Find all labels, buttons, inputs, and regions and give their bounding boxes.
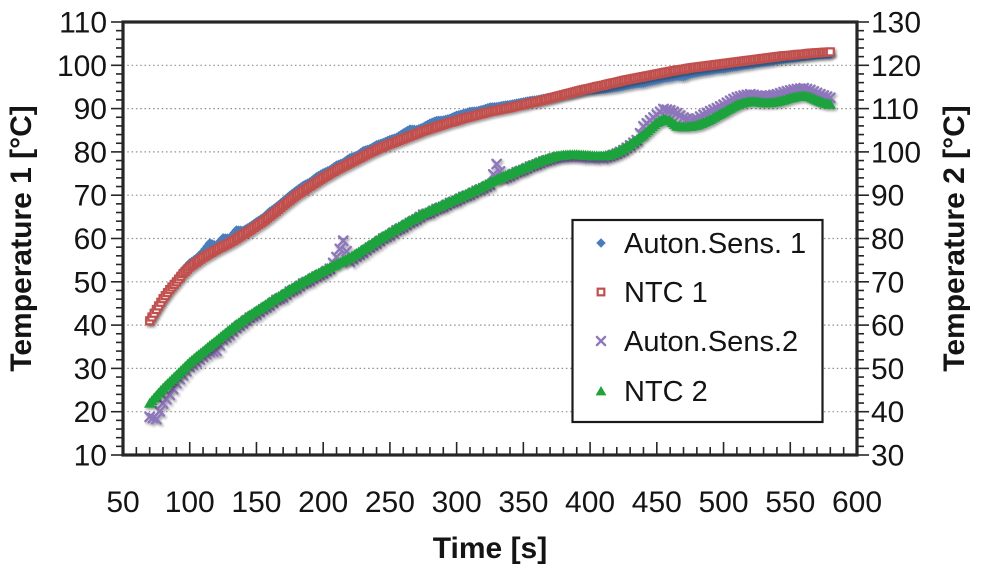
legend-label-auton-sens-2: Auton.Sens.2 — [624, 326, 798, 358]
tick-label: 50 — [106, 486, 139, 519]
legend-box — [571, 218, 824, 424]
legend-marker-auton-sens-2 — [595, 335, 607, 347]
series-ntc-1 — [145, 47, 835, 326]
tick-label: 130 — [871, 7, 921, 40]
tick-label: 120 — [871, 50, 921, 83]
left-axis-title: Temperature 1 [°C] — [5, 105, 38, 372]
legend-label-ntc-1: NTC 1 — [624, 277, 708, 309]
tick-label: 100 — [165, 486, 215, 519]
tick-label: 30 — [74, 353, 107, 386]
tick-label: 40 — [74, 310, 107, 343]
tick-label: 70 — [74, 180, 107, 213]
right-axis-title: Temperature 2 [°C] — [938, 105, 971, 372]
tick-label: 600 — [832, 486, 882, 519]
tick-label: 90 — [74, 93, 107, 126]
tick-label: 500 — [699, 486, 749, 519]
legend: Auton.Sens. 1 NTC 1 Auton.Sens.2 NTC 2 — [571, 218, 824, 424]
legend-label-ntc-2: NTC 2 — [624, 376, 708, 408]
legend-marker-auton-sens-1 — [596, 238, 606, 248]
legend-marker-ntc-2 — [595, 385, 607, 396]
tick-label: 60 — [74, 223, 107, 256]
tick-label: 450 — [632, 486, 682, 519]
tick-label: 110 — [871, 93, 919, 126]
tick-label: 250 — [365, 486, 415, 519]
x-axis-title: Time [s] — [433, 532, 547, 565]
tick-label: 80 — [871, 223, 904, 256]
tick-label: 80 — [74, 136, 107, 169]
tick-label: 100 — [871, 136, 921, 169]
legend-marker-ntc-1 — [596, 287, 606, 297]
tick-label: 100 — [57, 50, 107, 83]
tick-label: 70 — [871, 266, 904, 299]
series-ntc-2 — [143, 90, 837, 408]
tick-label: 20 — [74, 396, 107, 429]
tick-label: 60 — [871, 310, 904, 343]
tick-label: 110 — [59, 7, 107, 40]
tick-label: 350 — [498, 486, 548, 519]
tick-label: 30 — [871, 440, 904, 473]
tick-label: 50 — [74, 266, 107, 299]
tick-label: 90 — [871, 180, 904, 213]
tick-label: 200 — [298, 486, 348, 519]
legend-label-auton-sens-1: Auton.Sens. 1 — [624, 228, 806, 260]
tick-label: 550 — [765, 486, 815, 519]
tick-label: 40 — [871, 396, 904, 429]
tick-label: 400 — [565, 486, 615, 519]
tick-label: 10 — [74, 440, 107, 473]
axis-titles: Time [s] Temperature 1 [°C] Temperature … — [5, 105, 971, 565]
tick-label: 150 — [231, 486, 281, 519]
tick-label: 300 — [432, 486, 482, 519]
tick-labels: 10 20 30 40 50 60 70 80 90 100 110 30 40 50 60 70 80 90 10… — [57, 7, 921, 520]
tick-label: 50 — [871, 353, 904, 386]
